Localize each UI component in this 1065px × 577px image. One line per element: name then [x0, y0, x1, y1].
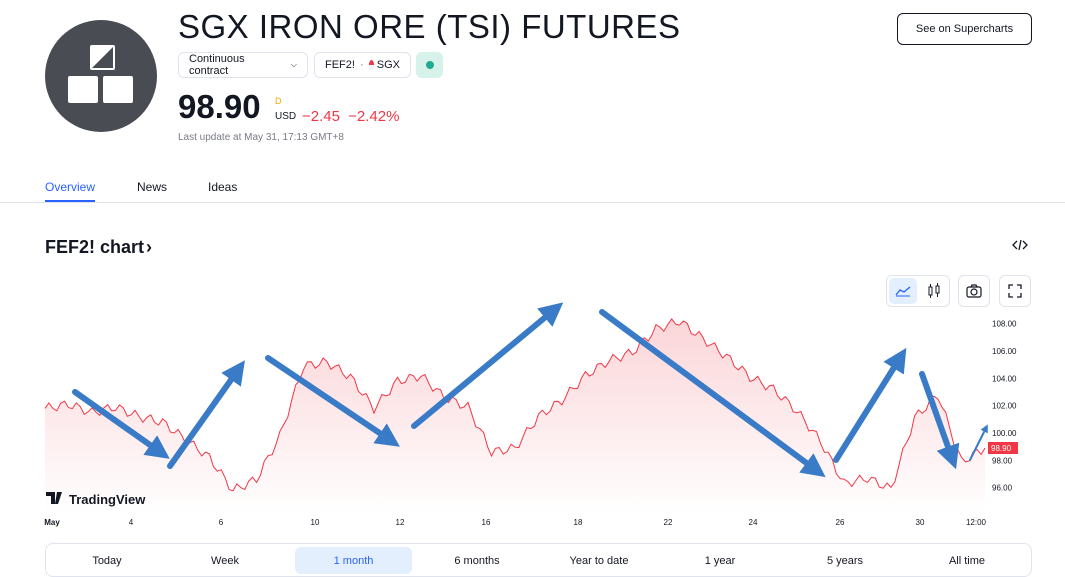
y-tick-label: 102.00	[992, 402, 1017, 411]
contract-dropdown[interactable]: Continuous contract ⌵	[178, 52, 308, 78]
chevron-right-icon: ›	[146, 237, 153, 257]
time-range-selector: Today Week 1 month 6 months Year to date 1 ye…	[45, 543, 1032, 577]
x-tick-label: 18	[574, 518, 583, 527]
tab-news[interactable]: News	[137, 180, 168, 194]
y-tick-label: 98.00	[992, 456, 1013, 465]
range-1-year-button[interactable]: 1 year	[704, 554, 736, 567]
price-change: −2.45 −2.42%	[302, 108, 399, 125]
area-chart-icon[interactable]	[888, 278, 917, 304]
y-tick-label: 106.00	[992, 347, 1017, 356]
x-tick-label: 22	[664, 518, 673, 527]
x-tick-label: 30	[916, 518, 925, 527]
tradingview-watermark: TradingView	[46, 492, 146, 507]
commodity-logo-icon	[68, 45, 133, 103]
price-chart[interactable]: 108.00 106.00 104.00 102.00 100.00 98.00 96.00…	[0, 300, 1065, 535]
x-tick-label: May	[44, 518, 60, 527]
symbol-exchange-pill[interactable]: FEF2! · SGX	[314, 52, 411, 78]
x-tick-label: 24	[749, 518, 758, 527]
annotation-arrow	[411, 302, 564, 429]
range-all-time-button[interactable]: All time	[948, 554, 986, 567]
x-tick-label: 10	[311, 518, 320, 527]
annotation-arrow	[265, 355, 400, 447]
range-today-button[interactable]: Today	[92, 554, 122, 567]
y-tick-label: 108.00	[992, 320, 1017, 329]
price-line	[44, 318, 986, 492]
annotation-arrow	[167, 360, 245, 469]
fullscreen-icon[interactable]	[999, 275, 1031, 307]
y-tick-label: 96.00	[992, 484, 1013, 493]
see-on-supercharts-button[interactable]: See on Supercharts	[897, 13, 1032, 45]
last-update-text: Last update at May 31, 17:13 GMT+8	[178, 132, 344, 143]
price-area-fill	[45, 319, 985, 515]
camera-icon[interactable]	[958, 275, 990, 307]
candles-icon[interactable]	[920, 278, 948, 304]
x-tick-label: 6	[219, 518, 224, 527]
x-tick-label: 16	[482, 518, 491, 527]
annotation-arrow	[833, 347, 907, 463]
chevron-down-icon: ⌵	[290, 60, 297, 69]
change-percent: −2.42%	[348, 108, 400, 125]
last-price-tag: 98.90	[988, 442, 1018, 454]
annotation-arrow	[72, 389, 170, 459]
contract-dropdown-label: Continuous contract	[189, 53, 245, 77]
active-tab-indicator	[45, 200, 95, 202]
change-value: −2.45	[302, 108, 340, 125]
exchange-code: SGX	[376, 59, 400, 71]
symbol-logo	[45, 20, 157, 132]
range-6-months-button[interactable]: 6 months	[454, 554, 500, 567]
x-tick-label: 4	[129, 518, 134, 527]
singapore-flag-icon	[368, 60, 374, 70]
chart-style-toggle	[886, 275, 950, 307]
tradingview-watermark-text: TradingView	[69, 492, 146, 507]
x-tick-label: 12:00	[966, 518, 987, 527]
market-open-dot-icon	[425, 61, 434, 69]
last-price-tag-text: 98.90	[991, 444, 1012, 453]
annotation-arrow	[599, 309, 826, 478]
symbol-code: FEF2!	[325, 59, 355, 71]
y-tick-label: 100.00	[992, 429, 1017, 438]
page-title: SGX IRON ORE (TSI) FUTURES	[178, 8, 681, 45]
annotation-arrows	[72, 302, 988, 478]
tab-ideas[interactable]: Ideas	[208, 180, 238, 194]
annotation-arrow	[969, 424, 988, 461]
range-week-button[interactable]: Week	[211, 554, 239, 567]
x-axis: May 4 6 10 12 16 18 22 24 26 30 12:00	[44, 518, 986, 527]
chart-title-text: FEF2! chart	[45, 237, 145, 257]
embed-code-icon[interactable]	[1012, 238, 1030, 254]
tab-overview[interactable]: Overview	[45, 180, 96, 194]
tabs-divider	[0, 202, 1065, 203]
chart-title[interactable]: FEF2! chart ›	[45, 237, 152, 258]
price-currency: USD	[275, 111, 297, 122]
x-tick-label: 26	[836, 518, 845, 527]
range-5-years-button[interactable]: 5 years	[826, 554, 864, 567]
market-status-badge[interactable]	[416, 52, 443, 78]
annotation-arrow	[919, 371, 960, 470]
y-axis: 108.00 106.00 104.00 102.00 100.00 98.00 96.00	[992, 320, 1017, 493]
last-price: 98.90	[178, 88, 261, 125]
x-tick-label: 12	[396, 518, 405, 527]
range-1-month-button[interactable]: 1 month	[295, 547, 412, 574]
y-tick-label: 104.00	[992, 374, 1017, 383]
range-year-to-date-button[interactable]: Year to date	[569, 554, 629, 567]
price-flag: D	[275, 96, 282, 106]
tradingview-logo-icon	[46, 492, 62, 504]
